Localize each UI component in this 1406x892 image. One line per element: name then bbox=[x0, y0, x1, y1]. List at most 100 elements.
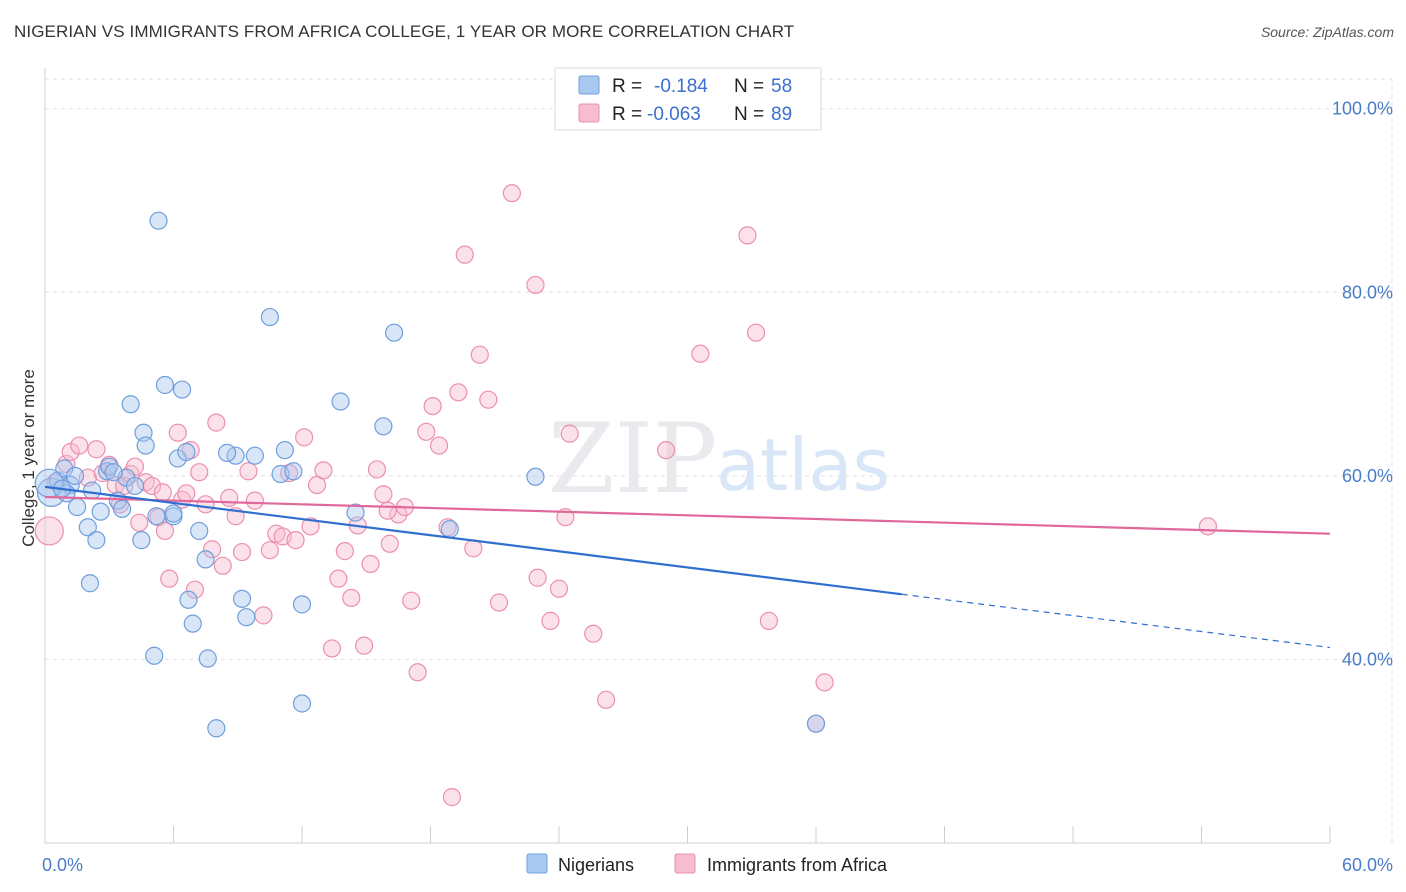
pink-point-65 bbox=[455, 245, 474, 264]
blue-point-7 bbox=[78, 518, 97, 537]
blue-point-56 bbox=[104, 463, 123, 482]
pink-point-19 bbox=[155, 521, 175, 541]
blue-point-41 bbox=[260, 307, 279, 327]
pink-point-60 bbox=[417, 422, 436, 441]
pink-point-81 bbox=[691, 344, 710, 363]
pink-point-29 bbox=[207, 413, 226, 432]
pink-point-31 bbox=[220, 488, 239, 507]
blue-point-30 bbox=[177, 442, 196, 462]
pink-point-76 bbox=[560, 424, 579, 443]
axis-layer: 100.0% 80.0% 60.0% 40.0% 0.0% 60.0% bbox=[42, 68, 1393, 875]
blue-point-48 bbox=[346, 503, 365, 522]
chart-title: NIGERIAN VS IMMIGRANTS FROM AFRICA COLLE… bbox=[14, 22, 795, 41]
blue-point-22 bbox=[147, 507, 166, 526]
blue-point-50 bbox=[384, 323, 404, 342]
legend-n-value-blue: 58 bbox=[771, 76, 792, 97]
x-tick-label-1: 60.0% bbox=[1342, 855, 1393, 875]
chart-source: Source: ZipAtlas.com bbox=[1260, 24, 1394, 40]
blue-point-34 bbox=[196, 550, 215, 569]
blue-trend-line bbox=[44, 485, 902, 596]
pink-points bbox=[34, 184, 1218, 807]
pink-point-20 bbox=[160, 569, 179, 588]
blue-point-45 bbox=[292, 595, 312, 614]
legend-r-value-pink: -0.063 bbox=[647, 104, 701, 125]
legend-r-label-pink: R = bbox=[612, 104, 642, 125]
blue-point-11 bbox=[80, 574, 100, 593]
legend-swatch-pink bbox=[578, 103, 600, 123]
trend-layer bbox=[44, 485, 1331, 649]
blue-point-51 bbox=[440, 519, 459, 539]
pink-point-43 bbox=[301, 517, 320, 536]
pink-point-42 bbox=[295, 428, 314, 447]
y-tick-label-1: 80.0% bbox=[1342, 282, 1393, 302]
pink-point-55 bbox=[380, 534, 399, 553]
blue-point-6 bbox=[65, 466, 85, 485]
pink-point-28 bbox=[202, 540, 222, 559]
pink-point-72 bbox=[528, 568, 547, 587]
pink-trend-line bbox=[44, 495, 1331, 535]
blue-point-9 bbox=[87, 531, 106, 550]
pink-point-71 bbox=[526, 275, 545, 295]
legend-n-value-pink: 89 bbox=[771, 104, 792, 125]
blue-point-33 bbox=[190, 521, 209, 541]
blue-point-25 bbox=[155, 375, 175, 395]
pink-point-35 bbox=[245, 491, 264, 510]
blue-point-28 bbox=[164, 504, 183, 523]
pink-point-58 bbox=[402, 591, 421, 610]
pink-point-27 bbox=[196, 495, 215, 514]
blue-point-31 bbox=[179, 590, 198, 609]
blue-point-10 bbox=[91, 502, 110, 521]
blue-point-24 bbox=[149, 211, 168, 230]
blue-point-35 bbox=[198, 649, 217, 668]
blue-trend-extension bbox=[901, 593, 1331, 649]
pink-point-30 bbox=[213, 556, 232, 575]
pink-point-74 bbox=[549, 579, 569, 598]
y-axis-label: College, 1 year or more bbox=[19, 369, 38, 547]
blue-point-2 bbox=[55, 459, 74, 478]
pink-point-59 bbox=[408, 663, 427, 682]
pink-point-0 bbox=[34, 516, 64, 546]
pink-point-36 bbox=[254, 606, 273, 625]
pink-point-6 bbox=[87, 440, 106, 459]
pink-point-87 bbox=[1198, 517, 1218, 536]
pink-point-68 bbox=[479, 390, 498, 409]
blue-point-57 bbox=[217, 443, 237, 463]
blue-point-21 bbox=[136, 436, 155, 455]
pink-point-41 bbox=[286, 531, 305, 550]
blue-point-47 bbox=[331, 392, 350, 411]
pink-point-70 bbox=[502, 184, 521, 203]
blue-point-23 bbox=[145, 646, 164, 665]
pink-point-77 bbox=[584, 624, 603, 643]
pink-point-48 bbox=[335, 542, 354, 561]
pink-point-64 bbox=[449, 383, 468, 402]
pink-point-67 bbox=[470, 345, 489, 364]
blue-point-19 bbox=[132, 531, 151, 550]
blue-point-39 bbox=[237, 608, 256, 627]
pink-point-62 bbox=[429, 436, 449, 455]
pink-point-18 bbox=[153, 483, 172, 502]
top-legend: R = -0.184 N = 58 R = -0.063 N = 89 bbox=[554, 67, 822, 131]
blue-point-15 bbox=[112, 499, 132, 518]
blue-point-52 bbox=[526, 467, 545, 486]
pink-point-88 bbox=[378, 501, 397, 520]
pink-point-47 bbox=[329, 569, 348, 588]
blue-point-32 bbox=[183, 614, 202, 633]
pink-point-45 bbox=[314, 461, 333, 480]
pink-point-14 bbox=[130, 513, 149, 532]
pink-point-23 bbox=[177, 484, 196, 503]
bottom-legend-label-blue: Nigerians bbox=[558, 855, 634, 875]
blue-points bbox=[34, 211, 826, 738]
watermark-atlas: atlas bbox=[716, 423, 890, 507]
blue-point-46 bbox=[292, 694, 312, 713]
legend-n-label-blue: N = bbox=[734, 76, 764, 97]
pink-point-86 bbox=[815, 673, 834, 692]
pink-point-51 bbox=[355, 636, 374, 655]
y-tick-label-3: 40.0% bbox=[1342, 649, 1393, 669]
blue-point-8 bbox=[83, 481, 102, 500]
bottom-legend-swatch-blue bbox=[526, 853, 548, 874]
y-tick-label-2: 60.0% bbox=[1342, 466, 1393, 486]
pink-point-80 bbox=[656, 441, 676, 460]
pink-point-78 bbox=[597, 690, 616, 709]
blue-point-29 bbox=[172, 380, 192, 399]
